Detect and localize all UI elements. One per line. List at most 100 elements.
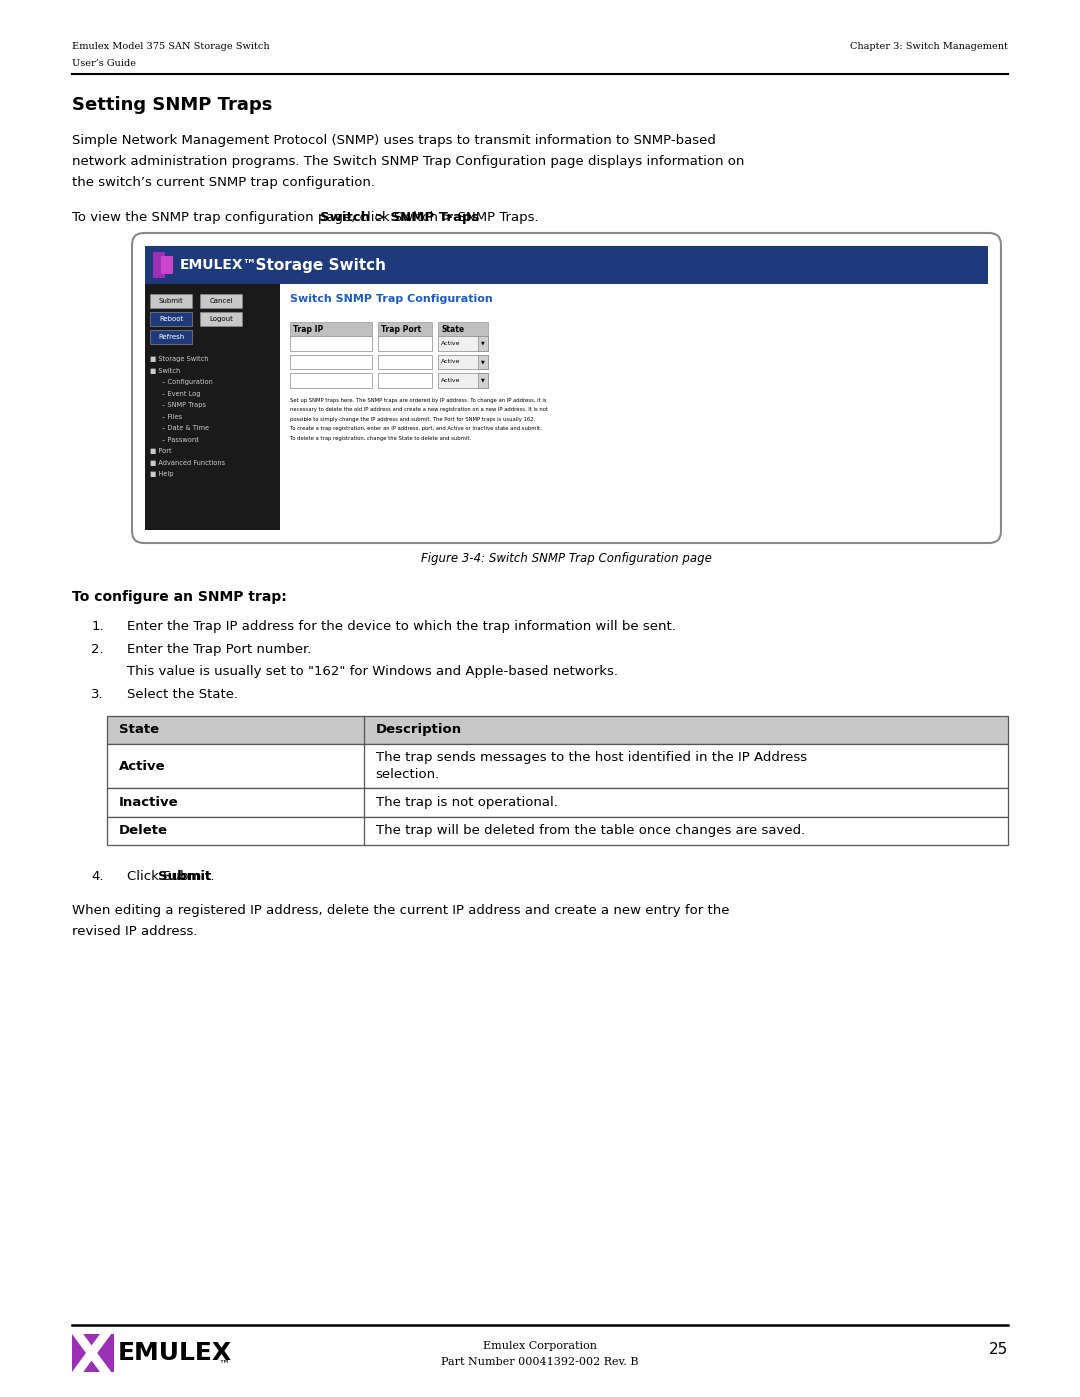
Text: Set up SNMP traps here. The SNMP traps are ordered by IP address. To change an I: Set up SNMP traps here. The SNMP traps a…	[291, 398, 546, 402]
Text: The trap is not operational.: The trap is not operational.	[376, 796, 557, 809]
Text: the switch’s current SNMP trap configuration.: the switch’s current SNMP trap configura…	[72, 176, 375, 189]
Bar	[150, 312, 192, 326]
Text: State: State	[119, 724, 159, 736]
Bar	[378, 373, 432, 387]
Text: revised IP address.: revised IP address.	[72, 925, 198, 937]
Text: – Configuration: – Configuration	[162, 379, 213, 386]
Text: State: State	[441, 324, 464, 334]
Text: Active: Active	[119, 760, 165, 773]
Text: possible to simply change the IP address and submit. The Port for SNMP traps is : possible to simply change the IP address…	[291, 416, 536, 422]
Text: To create a trap registration, enter an IP address, port, and Active or Inactive: To create a trap registration, enter an …	[291, 426, 542, 432]
Text: Submit: Submit	[159, 298, 184, 305]
Text: Switch SNMP Trap Configuration: Switch SNMP Trap Configuration	[291, 293, 492, 305]
Text: necessary to delete the old IP address and create a new registration on a new IP: necessary to delete the old IP address a…	[291, 407, 548, 412]
Text: User’s Guide: User’s Guide	[72, 59, 136, 67]
Text: Logout: Logout	[210, 316, 233, 321]
Text: Enter the Trap IP address for the device to which the trap information will be s: Enter the Trap IP address for the device…	[127, 620, 676, 633]
Text: 4.: 4.	[92, 870, 104, 883]
Text: Figure 3-4: Switch SNMP Trap Configuration page: Figure 3-4: Switch SNMP Trap Configurati…	[421, 552, 712, 564]
Bar	[107, 715, 1008, 745]
Text: Storage Switch: Storage Switch	[245, 257, 386, 272]
Bar	[150, 330, 192, 344]
Text: 3.: 3.	[92, 687, 104, 700]
Text: ■ Switch: ■ Switch	[150, 367, 180, 373]
Bar	[438, 373, 488, 387]
Text: Trap Port: Trap Port	[381, 324, 421, 334]
Bar	[107, 745, 1008, 788]
Bar	[438, 337, 488, 351]
Bar	[438, 355, 488, 369]
Bar	[145, 284, 280, 529]
Text: Click Submit.: Click Submit.	[127, 870, 215, 883]
Text: ■ Port: ■ Port	[150, 448, 172, 454]
Text: Inactive: Inactive	[119, 796, 178, 809]
Text: network administration programs. The Switch SNMP Trap Configuration page display: network administration programs. The Swi…	[72, 155, 744, 168]
Text: Emulex Corporation: Emulex Corporation	[483, 1341, 597, 1351]
Text: 1.: 1.	[92, 620, 104, 633]
Text: Description: Description	[376, 724, 462, 736]
Text: 25: 25	[989, 1341, 1008, 1356]
Text: Part Number 00041392-002 Rev. B: Part Number 00041392-002 Rev. B	[442, 1356, 638, 1368]
Text: The trap sends messages to the host identified in the IP Address: The trap sends messages to the host iden…	[376, 750, 807, 764]
Bar	[378, 355, 432, 369]
Text: When editing a registered IP address, delete the current IP address and create a: When editing a registered IP address, de…	[72, 904, 729, 916]
Text: This value is usually set to "162" for Windows and Apple-based networks.: This value is usually set to "162" for W…	[127, 665, 618, 678]
Text: Trap IP: Trap IP	[293, 324, 323, 334]
Text: – Event Log: – Event Log	[162, 391, 201, 397]
Text: Simple Network Management Protocol (SNMP) uses traps to transmit information to : Simple Network Management Protocol (SNMP…	[72, 134, 716, 147]
Text: To delete a trap registration, change the State to delete and submit.: To delete a trap registration, change th…	[291, 436, 471, 440]
Text: Reboot: Reboot	[159, 316, 184, 321]
Bar	[107, 788, 1008, 816]
Text: To view the SNMP trap configuration page, click Switch > SNMP Traps.: To view the SNMP trap configuration page…	[72, 211, 539, 224]
Text: Cancel: Cancel	[210, 298, 233, 305]
Bar	[161, 256, 173, 274]
Text: Setting SNMP Traps: Setting SNMP Traps	[72, 96, 272, 115]
Text: 2.: 2.	[92, 643, 104, 655]
Text: Emulex Model 375 SAN Storage Switch: Emulex Model 375 SAN Storage Switch	[72, 42, 270, 52]
Text: Chapter 3: Switch Management: Chapter 3: Switch Management	[850, 42, 1008, 52]
Polygon shape	[72, 1334, 111, 1372]
Text: Enter the Trap Port number.: Enter the Trap Port number.	[127, 643, 311, 655]
Text: The trap will be deleted from the table once changes are saved.: The trap will be deleted from the table …	[376, 824, 805, 837]
Text: ■ Storage Switch: ■ Storage Switch	[150, 356, 208, 362]
Bar	[478, 337, 488, 351]
Text: ▼: ▼	[481, 341, 485, 345]
Bar	[378, 321, 432, 337]
Text: Switch > SNMP Traps: Switch > SNMP Traps	[320, 211, 480, 224]
Polygon shape	[72, 1334, 111, 1372]
Text: ■ Help: ■ Help	[150, 471, 174, 476]
Text: ™: ™	[218, 1361, 229, 1370]
Text: ■ Advanced Functions: ■ Advanced Functions	[150, 460, 225, 465]
Bar	[291, 373, 372, 387]
Bar	[150, 293, 192, 307]
Bar	[200, 293, 242, 307]
Text: To configure an SNMP trap:: To configure an SNMP trap:	[72, 590, 287, 604]
Bar	[478, 373, 488, 387]
Bar	[378, 337, 432, 351]
Text: Delete: Delete	[119, 824, 168, 837]
Bar	[72, 1334, 114, 1372]
Text: Select the State.: Select the State.	[127, 687, 238, 700]
Bar	[145, 246, 988, 284]
Bar	[291, 337, 372, 351]
Text: Active: Active	[441, 377, 460, 383]
Text: Active: Active	[441, 341, 460, 345]
Text: – Password: – Password	[162, 436, 199, 443]
Text: EMULEX: EMULEX	[118, 1341, 232, 1365]
Text: Active: Active	[441, 359, 460, 365]
Text: – SNMP Traps: – SNMP Traps	[162, 402, 206, 408]
Text: ▼: ▼	[481, 377, 485, 383]
Bar	[200, 312, 242, 326]
Bar	[291, 321, 372, 337]
FancyBboxPatch shape	[132, 233, 1001, 543]
Text: – Files: – Files	[162, 414, 183, 419]
Text: – Date & Time: – Date & Time	[162, 425, 210, 432]
Text: Submit: Submit	[158, 870, 212, 883]
Bar	[153, 251, 165, 278]
Bar	[478, 355, 488, 369]
Text: ▼: ▼	[481, 359, 485, 365]
Text: EMULEX™: EMULEX™	[180, 258, 257, 272]
Bar	[291, 355, 372, 369]
Bar	[438, 321, 488, 337]
Text: selection.: selection.	[376, 768, 440, 781]
